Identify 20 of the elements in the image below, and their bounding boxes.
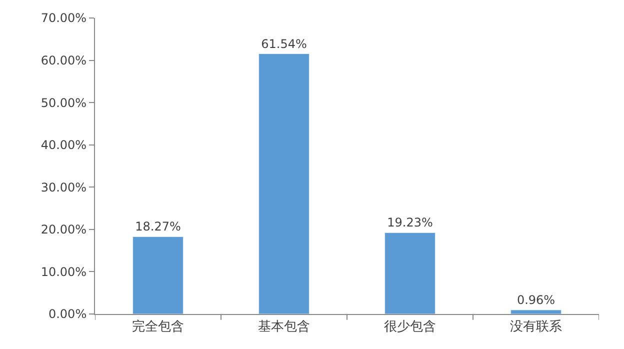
bar xyxy=(132,236,184,314)
data-label: 0.96% xyxy=(516,292,556,307)
data-label: 19.23% xyxy=(387,216,433,230)
bar xyxy=(510,310,562,314)
bar xyxy=(258,54,310,314)
y-tick-label: 0.00% xyxy=(48,307,87,322)
x-tick-label: 基本包含 xyxy=(258,320,310,335)
y-tick-label: 50.00% xyxy=(40,96,87,110)
bar xyxy=(384,232,436,314)
y-tick-label: 20.00% xyxy=(40,222,87,237)
y-tick-label: 40.00% xyxy=(40,138,87,152)
y-tick-label: 10.00% xyxy=(40,264,87,279)
x-tick-label: 没有联系 xyxy=(510,320,562,335)
y-tick-label: 60.00% xyxy=(40,53,87,68)
data-label: 18.27% xyxy=(135,220,181,234)
x-tick-label: 完全包含 xyxy=(132,318,184,335)
y-tick-label: 70.00% xyxy=(40,11,87,26)
y-tick-label: 30.00% xyxy=(40,180,87,194)
x-tick-label: 很少包含 xyxy=(384,320,436,335)
data-label: 61.54% xyxy=(261,36,307,51)
